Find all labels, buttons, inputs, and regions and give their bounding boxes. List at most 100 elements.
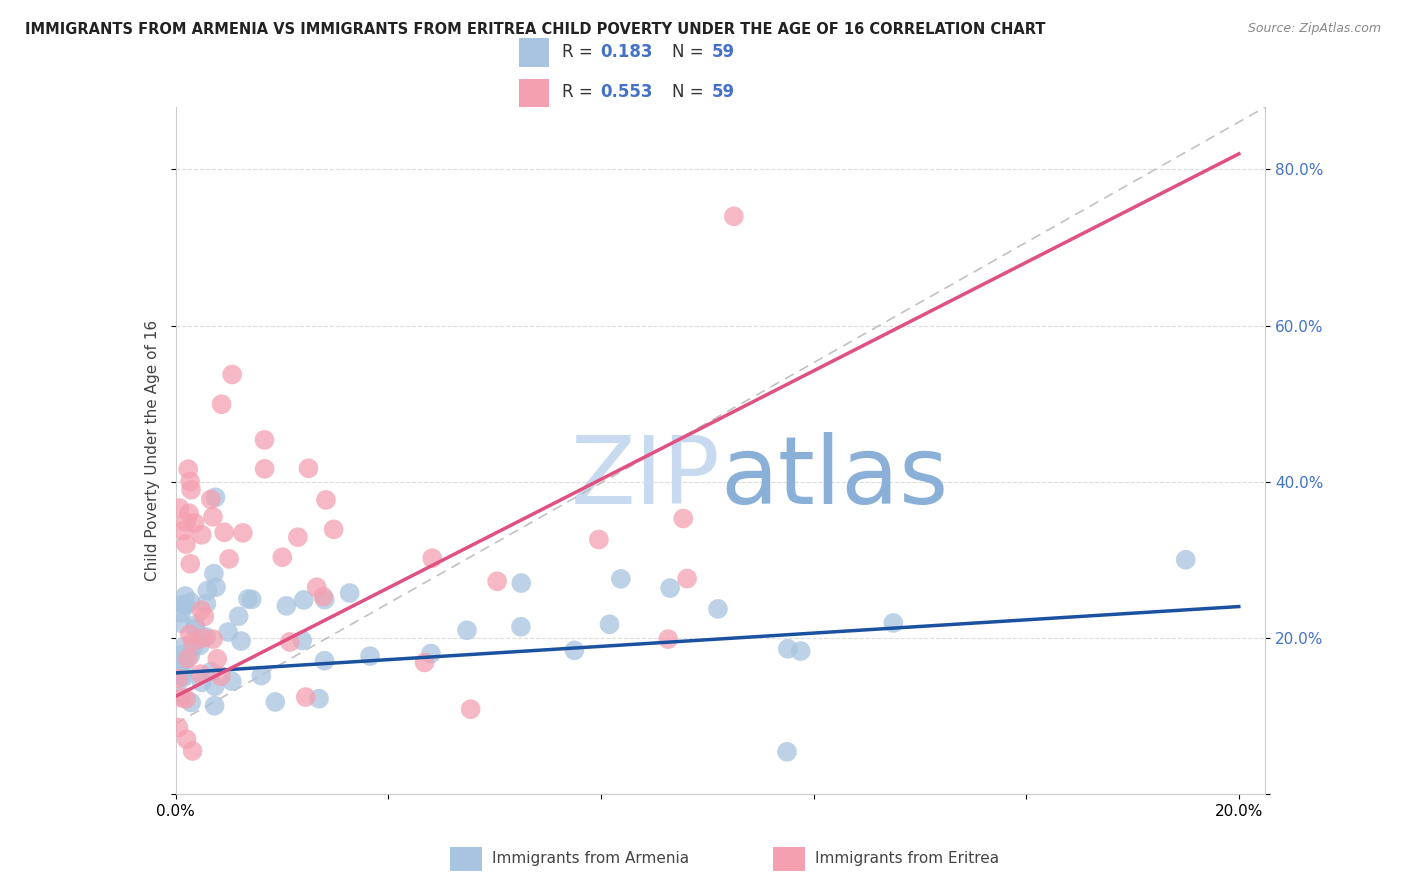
Point xyxy=(253,462,276,476)
Point xyxy=(204,490,226,504)
Point xyxy=(190,603,212,617)
Point xyxy=(200,665,222,679)
Point xyxy=(174,589,197,603)
FancyBboxPatch shape xyxy=(773,847,806,871)
Point xyxy=(271,550,294,565)
Point xyxy=(174,515,197,529)
FancyBboxPatch shape xyxy=(450,847,482,871)
Point xyxy=(180,696,202,710)
Point xyxy=(456,624,478,638)
Point xyxy=(231,634,253,648)
Point xyxy=(200,492,222,507)
Text: atlas: atlas xyxy=(721,432,949,524)
Text: 0.183: 0.183 xyxy=(600,43,652,61)
Point xyxy=(882,615,904,630)
Point xyxy=(264,695,287,709)
Point xyxy=(672,511,695,525)
Point xyxy=(172,669,194,683)
Point xyxy=(207,652,229,666)
Point xyxy=(217,625,239,640)
Point xyxy=(190,528,212,542)
Point xyxy=(291,633,314,648)
Text: R =: R = xyxy=(562,83,598,101)
Point xyxy=(250,668,273,682)
Point xyxy=(236,592,259,607)
Point xyxy=(322,522,344,536)
Point xyxy=(305,580,328,594)
Point xyxy=(420,551,443,566)
Point xyxy=(202,632,225,646)
Point xyxy=(314,592,336,607)
Point xyxy=(170,648,193,662)
Text: 59: 59 xyxy=(711,83,735,101)
Point xyxy=(170,606,193,620)
Point xyxy=(776,641,799,656)
Point xyxy=(195,630,218,644)
Point xyxy=(308,691,330,706)
Point xyxy=(176,732,198,747)
Point xyxy=(419,647,441,661)
Point xyxy=(312,590,335,604)
Point xyxy=(190,675,212,690)
Point xyxy=(510,576,533,591)
Point xyxy=(183,516,205,530)
Point xyxy=(180,483,202,497)
Text: 59: 59 xyxy=(711,43,735,61)
Point xyxy=(181,744,204,758)
Point xyxy=(486,574,509,589)
Point xyxy=(181,635,204,649)
Point xyxy=(292,593,315,607)
Text: N =: N = xyxy=(672,83,709,101)
Point xyxy=(201,509,224,524)
Point xyxy=(170,689,193,703)
Point xyxy=(170,616,193,631)
Point xyxy=(789,644,811,658)
Point xyxy=(657,632,679,647)
Point xyxy=(184,618,207,632)
Point xyxy=(509,620,531,634)
FancyBboxPatch shape xyxy=(519,78,550,108)
Point xyxy=(190,667,212,681)
Point xyxy=(179,648,201,663)
Point xyxy=(177,651,200,665)
Point xyxy=(172,598,194,612)
Point xyxy=(174,599,197,613)
Point xyxy=(314,654,336,668)
Text: Immigrants from Armenia: Immigrants from Armenia xyxy=(492,851,689,866)
Point xyxy=(172,524,194,538)
Point xyxy=(170,690,193,705)
Point xyxy=(723,209,745,223)
Y-axis label: Child Poverty Under the Age of 16: Child Poverty Under the Age of 16 xyxy=(145,320,160,581)
Text: Source: ZipAtlas.com: Source: ZipAtlas.com xyxy=(1247,22,1381,36)
Point xyxy=(172,654,194,668)
Point xyxy=(204,698,226,713)
Point xyxy=(195,583,218,598)
Text: 0.553: 0.553 xyxy=(600,83,652,101)
Point xyxy=(191,631,214,645)
Point xyxy=(232,525,254,540)
Point xyxy=(204,679,226,693)
Point xyxy=(188,639,211,653)
Point xyxy=(183,640,205,654)
Point xyxy=(205,580,228,594)
Point xyxy=(297,461,319,475)
Point xyxy=(209,669,232,683)
Point xyxy=(179,557,201,571)
Point xyxy=(174,692,197,706)
Point xyxy=(167,721,190,735)
Point xyxy=(339,586,361,600)
Point xyxy=(240,592,263,607)
Point xyxy=(173,657,195,672)
Point xyxy=(221,674,243,689)
Text: IMMIGRANTS FROM ARMENIA VS IMMIGRANTS FROM ERITREA CHILD POVERTY UNDER THE AGE O: IMMIGRANTS FROM ARMENIA VS IMMIGRANTS FR… xyxy=(25,22,1046,37)
Point xyxy=(460,702,482,716)
Point xyxy=(359,649,381,664)
Point xyxy=(174,537,197,551)
Point xyxy=(707,602,730,616)
Point xyxy=(173,670,195,684)
Point xyxy=(177,462,200,476)
Point xyxy=(253,433,276,447)
Point xyxy=(276,599,298,613)
Point xyxy=(287,530,309,544)
Point xyxy=(179,627,201,641)
